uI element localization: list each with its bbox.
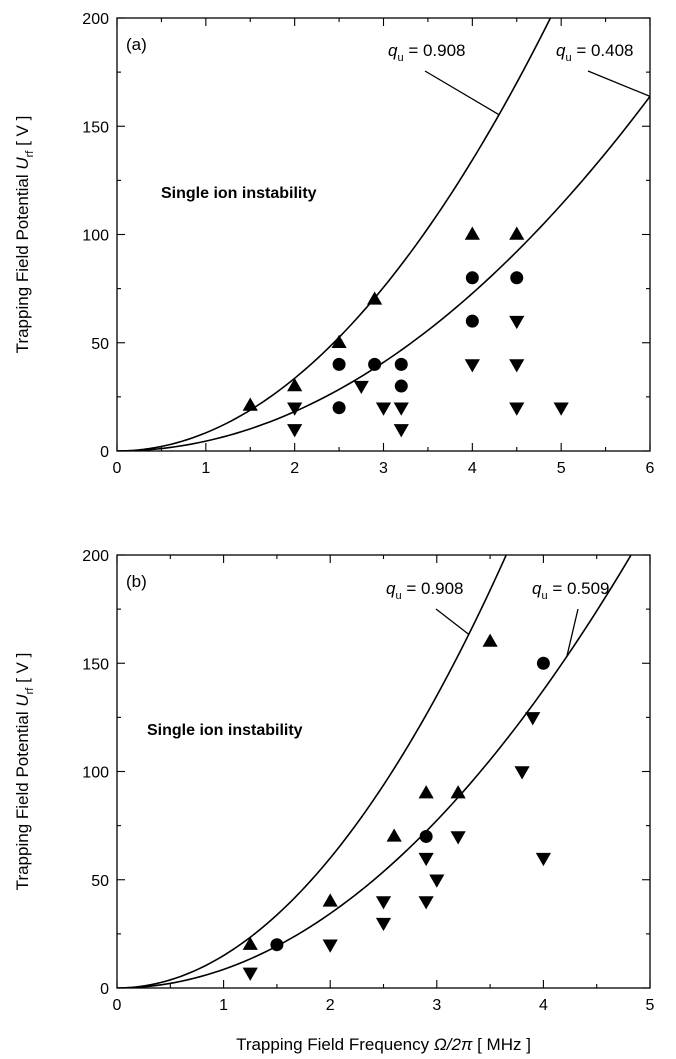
panel-label: (a)	[126, 35, 147, 54]
data-point-triangle-down	[375, 896, 392, 910]
data-point-triangle-down	[514, 766, 530, 780]
data-point-circle	[465, 314, 479, 328]
y-tick-label: 0	[100, 444, 109, 461]
data-point-triangle-up	[464, 226, 480, 240]
data-point-circle	[510, 271, 524, 285]
stability-curve	[117, 18, 552, 451]
curve-label: qu = 0.908	[386, 579, 464, 602]
data-point-circle	[270, 938, 284, 952]
y-tick-label: 150	[82, 656, 109, 673]
data-point-triangle-down	[418, 852, 434, 867]
data-point-triangle-up	[322, 893, 338, 907]
y-tick-label: 200	[82, 548, 109, 565]
data-point-triangle-down	[242, 967, 258, 981]
panel-a: 0 1 2 3 4 5 6 0 50 100 150 200 Trapping Field Potent…	[13, 11, 655, 477]
data-point-circle	[394, 357, 408, 371]
data-point-circle	[332, 401, 346, 415]
data-point-triangle-down	[353, 380, 369, 395]
data-point-triangle-down	[535, 852, 551, 867]
data-point-triangle-down	[509, 315, 525, 330]
data-point-triangle-up	[482, 633, 498, 647]
curve-label: qu = 0.408	[556, 41, 634, 64]
data-point-triangle-down	[322, 939, 338, 953]
y-tick-label: 0	[100, 981, 109, 998]
data-point-triangle-up	[242, 397, 258, 411]
data-point-triangle-down	[525, 712, 541, 726]
region-label: Single ion instability	[147, 722, 303, 739]
data-point-triangle-down	[509, 402, 525, 416]
region-label: Single ion instability	[161, 185, 317, 202]
data-point-circle	[465, 271, 479, 285]
x-tick-label: 4	[468, 460, 477, 477]
data-point-circle	[394, 379, 408, 393]
data-point-triangle-up	[287, 378, 303, 392]
data-point-triangle-down	[418, 896, 434, 910]
data-point-triangle-down	[375, 917, 392, 932]
data-point-triangle-down	[429, 874, 445, 888]
data-point-triangle-down	[287, 424, 303, 438]
y-tick-label: 200	[82, 11, 109, 28]
curve-label-leader	[566, 608, 579, 657]
plot-frame	[116, 17, 651, 452]
data-point-circle	[332, 357, 346, 371]
data-point-triangle-up	[386, 828, 402, 842]
data-point-triangle-down	[375, 402, 392, 416]
data-point-triangle-up	[242, 936, 258, 950]
y-tick-label: 50	[91, 873, 109, 890]
x-tick-label: 0	[113, 460, 122, 477]
data-point-circle	[536, 656, 550, 670]
panel-label: (b)	[126, 572, 147, 591]
stability-curve	[117, 95, 650, 451]
x-tick-label: 2	[326, 997, 335, 1014]
y-tick-label: 150	[82, 119, 109, 136]
x-tick-label: 5	[646, 997, 655, 1014]
data-point-triangle-down	[287, 402, 303, 416]
curve-label-leader	[587, 70, 651, 97]
curve-label: qu = 0.509	[532, 579, 610, 602]
x-tick-label: 0	[113, 997, 122, 1014]
x-tick-label: 4	[539, 997, 548, 1014]
data-point-circle	[368, 357, 382, 371]
x-tick-label: 2	[290, 460, 299, 477]
y-tick-label: 50	[91, 336, 109, 353]
data-point-circle	[419, 829, 433, 843]
data-point-triangle-down	[393, 402, 409, 416]
y-tick-label: 100	[82, 228, 109, 245]
x-tick-label: 6	[646, 460, 655, 477]
data-point-triangle-up	[367, 291, 383, 305]
stability-curve	[117, 555, 632, 988]
y-axis-title: Trapping Field Potential Urf [ V ]	[13, 653, 36, 891]
stability-curve	[117, 555, 507, 988]
data-point-triangle-down	[464, 359, 480, 373]
x-tick-label: 1	[219, 997, 228, 1014]
x-tick-label: 1	[201, 460, 210, 477]
x-tick-label: 3	[379, 460, 388, 477]
y-axis-title: Trapping Field Potential Urf [ V ]	[13, 116, 36, 354]
data-point-triangle-down	[509, 359, 525, 373]
data-point-triangle-down	[450, 831, 466, 845]
data-point-triangle-up	[509, 226, 525, 240]
y-tick-label: 100	[82, 765, 109, 782]
x-axis-title: Trapping Field Frequency Ω/2π [ MHz ]	[236, 1035, 531, 1054]
curve-label-leader	[435, 608, 470, 635]
x-tick-label: 5	[557, 460, 566, 477]
curve-label: qu = 0.908	[388, 41, 466, 64]
data-point-triangle-down	[553, 402, 569, 416]
curve-label-leader	[424, 70, 500, 116]
data-point-triangle-up	[418, 785, 434, 799]
data-point-triangle-up	[331, 334, 347, 348]
data-point-triangle-up	[450, 785, 466, 799]
data-point-triangle-down	[393, 424, 409, 438]
x-tick-label: 3	[432, 997, 441, 1014]
